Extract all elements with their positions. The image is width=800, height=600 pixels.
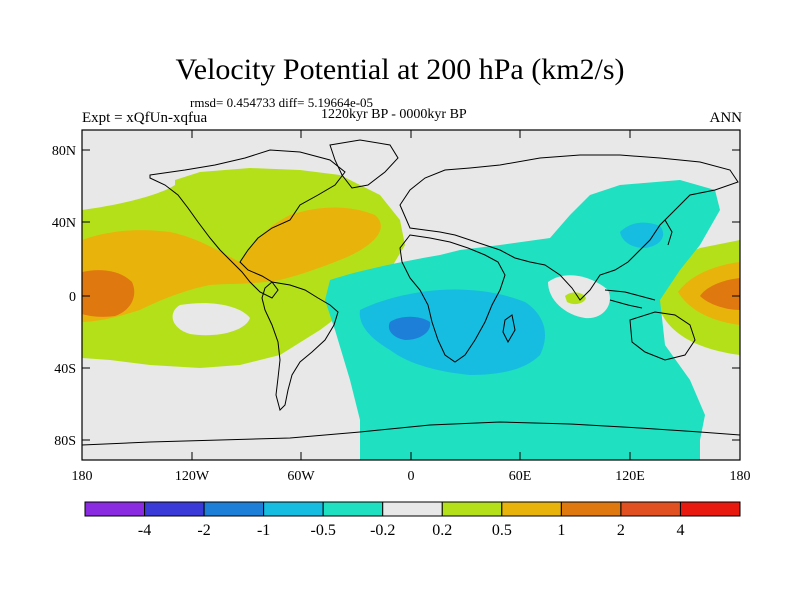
colorbar-label: 0.2: [432, 522, 452, 539]
lon-tick-label: 120E: [615, 469, 645, 484]
map-title: Velocity Potential at 200 hPa (km2/s): [175, 53, 625, 86]
colorbar-swatch: [441, 501, 503, 517]
lon-tick-label: 180: [730, 469, 751, 484]
coast-madagascar: [502, 314, 516, 344]
colorbar-label: 4: [676, 522, 684, 539]
season-label: ANN: [709, 110, 743, 126]
contour-positive-0.5-west: [82, 207, 381, 322]
colorbar-label: -1: [257, 522, 270, 539]
lon-tick-label: 180: [72, 469, 93, 484]
lat-tick-label: 40N: [52, 216, 76, 231]
colorbar-swatch: [203, 501, 265, 517]
period-text: 1220kyr BP - 0000kyr BP: [321, 107, 467, 122]
coast-europe-asia: [399, 154, 739, 301]
contour-neutral-pacific: [172, 303, 250, 336]
lat-tick-label: 40S: [54, 362, 76, 377]
coast-antarctica: [82, 421, 740, 446]
latitude-axis: 80N 40N 0 40S 80S: [52, 144, 740, 449]
longitude-axis: 180 120W 60W 0 60E 120E 180: [72, 130, 751, 484]
colorbar-label: -2: [197, 522, 210, 539]
coastlines: [82, 139, 740, 446]
lat-tick-label: 80N: [52, 144, 76, 159]
coast-indonesia: [604, 289, 656, 309]
contour-positive-1-west: [82, 270, 135, 317]
lon-tick-label: 0: [408, 469, 415, 484]
experiment-label: Expt = xQfUn-xqfua: [82, 110, 208, 126]
lat-tick-label: 80S: [54, 434, 76, 449]
colorbar-label: -4: [138, 522, 151, 539]
coast-africa: [399, 234, 506, 363]
coast-japan: [664, 219, 673, 246]
colorbar-label: -0.5: [311, 522, 336, 539]
coast-north-america: [149, 149, 346, 299]
coast-australia: [629, 311, 696, 361]
contour-negative-0.5-asia: [620, 222, 664, 248]
contour-positive-0.2-indian: [565, 292, 586, 305]
colorbar-swatch: [501, 501, 562, 517]
lon-tick-label: 120W: [175, 469, 210, 484]
contour-negative-1: [388, 316, 431, 340]
colorbar-swatch: [620, 501, 681, 517]
colorbar: -4 -2 -1 -0.5 -0.2 0.2 0.5 1 2 4: [84, 501, 741, 539]
colorbar-swatch: [322, 501, 384, 517]
colorbar-swatch: [144, 501, 205, 517]
contour-negative-0.5: [359, 289, 545, 375]
colorbar-label: 1: [557, 522, 565, 539]
lat-tick-label: 0: [69, 290, 76, 305]
lon-tick-label: 60W: [287, 469, 315, 484]
contour-positive-1-east: [700, 278, 740, 310]
colorbar-swatch: [84, 501, 146, 517]
colorbar-swatch: [263, 501, 324, 517]
lon-tick-label: 60E: [509, 469, 532, 484]
coast-greenland: [329, 139, 399, 189]
colorbar-label: 0.5: [492, 522, 512, 539]
stats-text: rmsd= 0.454733 diff= 5.19664e-05: [190, 95, 374, 110]
colorbar-label: 2: [617, 522, 625, 539]
colorbar-swatch: [679, 501, 741, 517]
coast-south-america: [261, 281, 339, 411]
colorbar-swatch: [560, 501, 622, 517]
colorbar-label: -0.2: [370, 522, 395, 539]
colorbar-swatch: [382, 501, 443, 517]
field-contours: [82, 130, 740, 460]
